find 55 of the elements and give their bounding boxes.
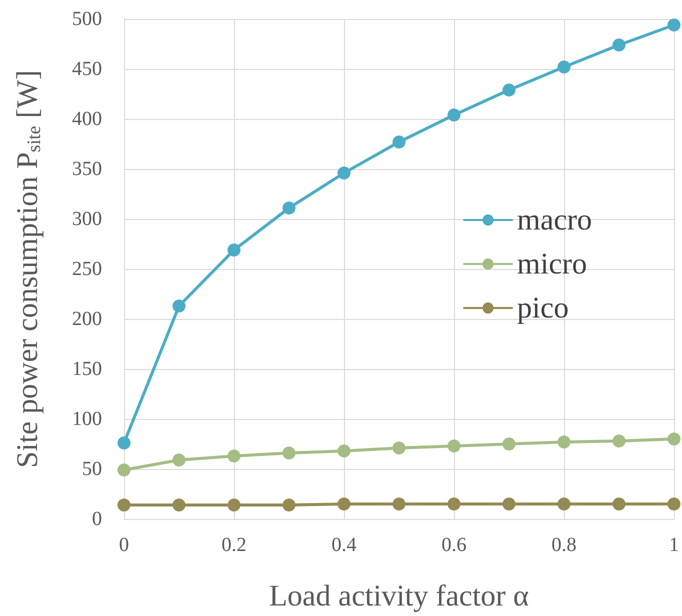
y-tick-label: 250 (72, 258, 102, 280)
y-tick-label: 50 (82, 458, 102, 480)
point (612, 498, 626, 510)
point (612, 434, 626, 448)
point (392, 136, 406, 148)
y-tick-label: 500 (72, 8, 102, 30)
point (172, 498, 186, 512)
point (118, 498, 130, 512)
legend-label: micro (517, 248, 588, 280)
point (558, 60, 570, 74)
y-tick-label: 100 (72, 408, 102, 430)
point (448, 440, 460, 452)
point (392, 442, 406, 454)
point (668, 18, 680, 32)
point (228, 498, 240, 512)
point (172, 300, 186, 312)
point (282, 498, 296, 512)
y-tick-label: 300 (72, 208, 102, 230)
point (282, 446, 296, 460)
point (502, 438, 516, 450)
legend-label: macro (517, 204, 592, 236)
x-axis-title: Load activity factor α (269, 580, 530, 612)
point (228, 450, 240, 462)
x-tick-label: 0.2 (222, 534, 246, 556)
point (282, 202, 296, 214)
x-tick-label: 0.4 (332, 534, 356, 556)
point (392, 498, 406, 510)
y-tick-label: 0 (92, 508, 102, 530)
y-tick-label: 150 (72, 358, 102, 380)
point (502, 84, 516, 96)
y-tick-label: 200 (72, 308, 102, 330)
y-tick-label: 400 (72, 108, 102, 130)
point (448, 498, 460, 510)
point (668, 498, 680, 510)
point (118, 464, 130, 476)
point (502, 498, 516, 510)
x-tick-label: 0 (119, 534, 129, 556)
point (448, 108, 460, 122)
x-tick-label: 1 (669, 534, 679, 556)
x-tick-label: 0.8 (552, 534, 576, 556)
point (612, 38, 626, 52)
y-axis-title: Site power consumption Psite [W] (11, 70, 45, 468)
point (558, 436, 570, 448)
y-tick-label: 350 (72, 158, 102, 180)
point (668, 432, 680, 446)
y-tick-label: 450 (72, 58, 102, 80)
point (558, 498, 570, 510)
point (172, 454, 186, 466)
point (118, 436, 130, 450)
point (338, 444, 350, 458)
legend-label: pico (517, 292, 569, 324)
point (338, 166, 350, 180)
x-tick-label: 0.6 (442, 534, 466, 556)
point (338, 498, 350, 510)
point (228, 244, 240, 256)
